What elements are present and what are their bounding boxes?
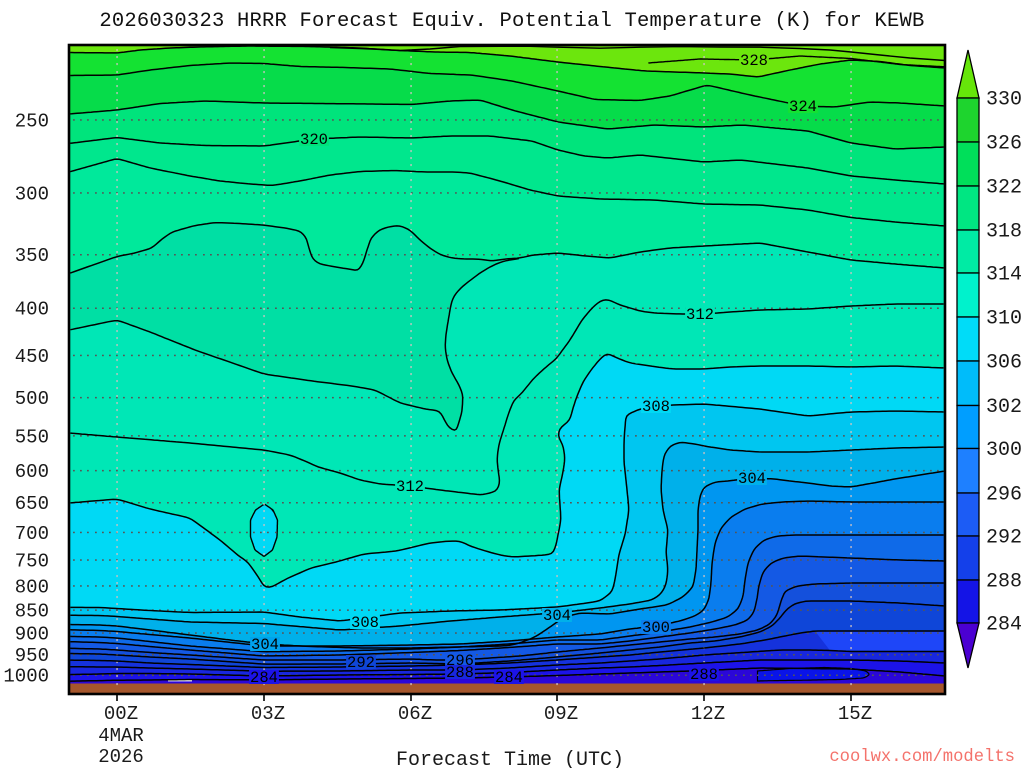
svg-text:coolwx.com/modelts: coolwx.com/modelts — [829, 748, 1015, 767]
svg-text:324: 324 — [789, 98, 817, 116]
svg-text:400: 400 — [15, 299, 49, 321]
svg-text:328: 328 — [740, 52, 768, 70]
svg-text:312: 312 — [686, 306, 714, 324]
svg-text:304: 304 — [251, 636, 279, 654]
svg-text:850: 850 — [15, 601, 49, 623]
svg-text:330: 330 — [986, 89, 1022, 112]
svg-text:292: 292 — [986, 527, 1022, 550]
svg-text:900: 900 — [15, 624, 49, 646]
svg-text:650: 650 — [15, 493, 49, 515]
svg-text:284: 284 — [495, 669, 523, 687]
svg-text:284: 284 — [986, 614, 1022, 637]
svg-text:306: 306 — [986, 352, 1022, 375]
svg-text:Forecast Time (UTC): Forecast Time (UTC) — [396, 749, 624, 768]
svg-text:950: 950 — [15, 645, 49, 667]
svg-text:314: 314 — [986, 264, 1022, 287]
svg-text:304: 304 — [738, 470, 766, 488]
svg-text:308: 308 — [642, 398, 670, 416]
svg-text:304: 304 — [543, 607, 571, 625]
svg-text:320: 320 — [300, 131, 328, 149]
svg-text:296: 296 — [986, 484, 1022, 507]
svg-text:09Z: 09Z — [544, 703, 578, 725]
svg-text:550: 550 — [15, 426, 49, 448]
svg-text:750: 750 — [15, 551, 49, 573]
svg-text:284: 284 — [250, 669, 278, 687]
svg-text:12Z: 12Z — [691, 703, 725, 725]
svg-text:600: 600 — [15, 461, 49, 483]
svg-text:300: 300 — [15, 183, 49, 205]
svg-text:300: 300 — [986, 439, 1022, 462]
svg-text:326: 326 — [986, 133, 1022, 156]
svg-text:2026: 2026 — [98, 746, 144, 768]
svg-text:302: 302 — [986, 396, 1022, 419]
svg-text:03Z: 03Z — [251, 703, 285, 725]
svg-text:700: 700 — [15, 523, 49, 545]
svg-text:322: 322 — [986, 177, 1022, 200]
svg-text:1000: 1000 — [3, 666, 49, 688]
svg-text:308: 308 — [351, 614, 379, 632]
svg-text:250: 250 — [15, 110, 49, 132]
svg-text:06Z: 06Z — [398, 703, 432, 725]
svg-text:318: 318 — [986, 221, 1022, 244]
svg-text:312: 312 — [396, 478, 424, 496]
svg-text:288: 288 — [690, 666, 718, 684]
svg-text:450: 450 — [15, 346, 49, 368]
svg-text:288: 288 — [986, 571, 1022, 594]
svg-text:2026030323 HRRR Forecast Equiv: 2026030323 HRRR Forecast Equiv. Potentia… — [99, 10, 924, 33]
svg-text:300: 300 — [642, 619, 670, 637]
svg-text:292: 292 — [347, 654, 375, 672]
svg-text:310: 310 — [986, 308, 1022, 331]
svg-text:288: 288 — [446, 664, 474, 682]
svg-text:00Z: 00Z — [104, 703, 138, 725]
svg-text:500: 500 — [15, 388, 49, 410]
svg-text:350: 350 — [15, 245, 49, 267]
svg-text:800: 800 — [15, 576, 49, 598]
svg-text:15Z: 15Z — [838, 703, 872, 725]
svg-text:4MAR: 4MAR — [98, 725, 144, 747]
